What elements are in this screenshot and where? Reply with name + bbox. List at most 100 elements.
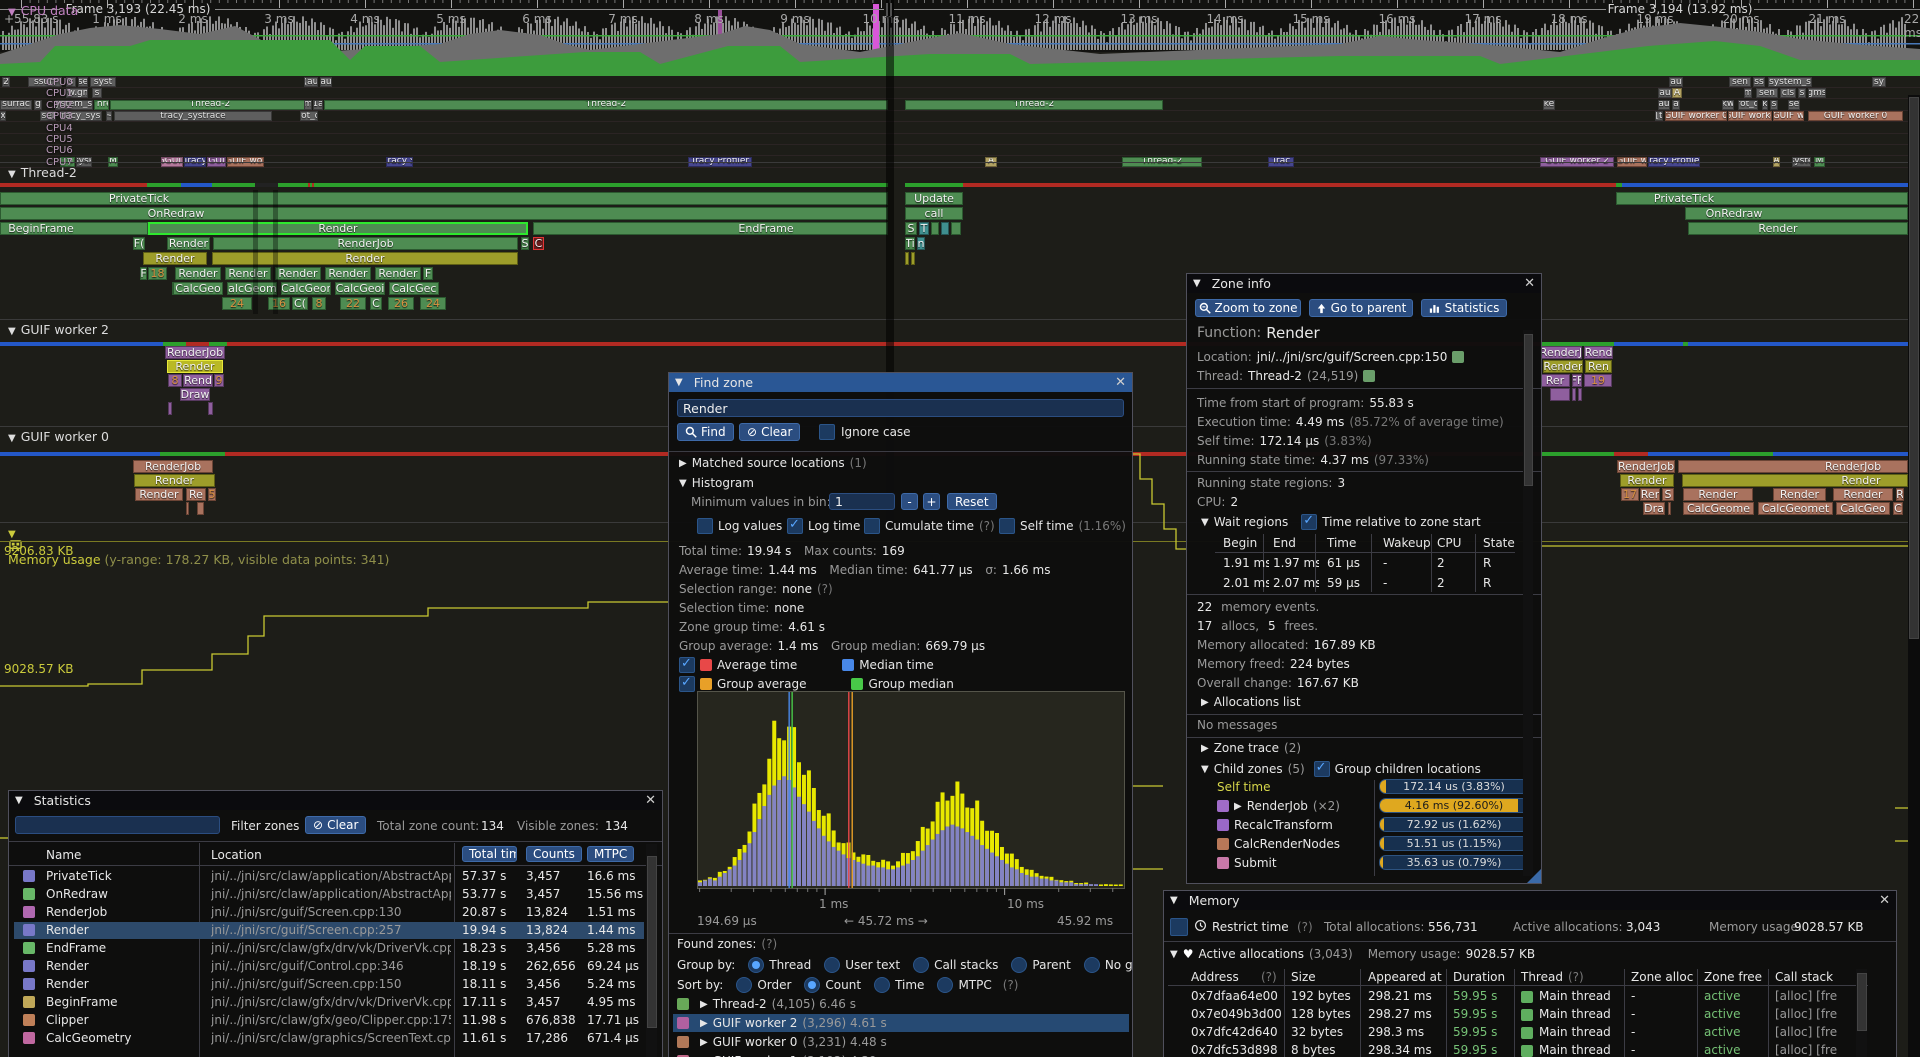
thread-section-header[interactable]: ▼ GUIF worker 2 [8,322,109,337]
log-time-checkbox[interactable] [787,517,803,534]
min-bin-plus-button[interactable]: + [923,493,940,510]
cpu-zone[interactable]: se [1788,99,1800,110]
timeline-zone[interactable]: 8 [168,374,182,387]
col-thread[interactable]: Thread [1521,970,1563,984]
col-zonefree[interactable]: Zone free [1704,970,1763,984]
min-bin-input[interactable]: 1 [829,493,895,510]
timeline-zone[interactable]: RenderJob [1617,460,1675,473]
frame-label-right[interactable]: Frame 3,194 (13.92 ms) [1607,2,1753,16]
cpu-zone[interactable]: se [78,77,88,87]
zone-info-scrollbar[interactable] [1524,334,1533,486]
timeline-zone[interactable]: 24 [222,297,252,310]
timeline-zone[interactable]: Ren [1585,360,1612,373]
memory-scrollbar[interactable] [1857,973,1867,1031]
col-total-time[interactable]: Total tim [462,846,517,862]
timeline-zone[interactable] [1572,388,1576,401]
child-zone-time-bar[interactable]: 4.16 ms (92.60%) [1379,798,1529,813]
cpu-data-section-header[interactable]: ▼ CPU data [8,3,79,18]
child-zone-row[interactable]: RecalcTransform [1217,818,1333,832]
allocations-list[interactable]: ▶ Allocations list [1201,695,1301,709]
cpu-zone[interactable]: GUIF worker 0 [1665,111,1727,122]
timeline-zone[interactable]: S [521,237,529,250]
cpu-zone[interactable]: syst [90,77,116,87]
timeline-zone[interactable]: Render [167,237,210,250]
no-grouping-radio[interactable] [1083,957,1100,973]
expand-icon[interactable]: ▶ [700,1056,708,1057]
cpu-zone[interactable]: m [1744,88,1752,99]
filter-input[interactable] [15,816,220,834]
cpu-zone[interactable]: M [108,156,118,167]
cpu-zone[interactable]: cls [1780,88,1796,99]
close-icon[interactable]: ✕ [1879,893,1890,908]
col-mtpc[interactable]: MTPC [587,846,635,862]
timeline-zone[interactable]: Re [186,488,206,501]
found-zone-group[interactable]: ▶ GUIF worker 2 (3,296) 4.61 s [673,1014,1129,1032]
expand-icon[interactable]: ▶ [700,998,708,1010]
timeline-zone[interactable] [1668,502,1671,515]
timeline-zone[interactable]: Render [1682,474,1908,487]
timeline-zone[interactable]: R [1896,488,1904,501]
allocation-row[interactable]: 0x7dfc53d898 8 bytes 298.34 ms 59.95 s Main … [1164,1043,1854,1057]
timeline-zone[interactable] [168,402,172,415]
cpu-zone[interactable]: s [66,77,76,87]
parent-radio[interactable] [1011,957,1028,973]
cpu-zone[interactable]: GUIF worker 2 [1540,156,1614,167]
zone-trace-header[interactable]: ▶ Zone trace (2) [1201,741,1302,755]
group-children-checkbox[interactable] [1313,760,1330,777]
cpu-zone[interactable]: GGUIF [161,156,183,167]
wait-regions-header[interactable]: ▼Wait regions Time relative to zone star… [1201,513,1481,530]
child-zones-header[interactable]: ▼Child zones(5) Group children locations [1201,760,1481,777]
time-relative-checkbox[interactable] [1301,513,1318,530]
timeline-zone[interactable]: RenderJob [213,237,518,250]
timeline-zone[interactable]: CalcGeo [1836,502,1890,515]
cpu-zone[interactable]: x [0,111,6,122]
timeline-zone[interactable]: F [140,267,147,280]
cpu-zone[interactable]: Thread-2 [1122,156,1202,167]
cpu-zone[interactable]: gms [1808,88,1826,99]
cpu-zone[interactable]: GUIF worker 0 [1808,111,1903,122]
cpu-zone[interactable]: sysk [76,156,92,167]
timeline-zone[interactable]: 8 [312,297,326,310]
cpu-zone[interactable]: rot_d [300,111,318,122]
timeline-zone[interactable]: Render [134,474,215,487]
child-zone-row[interactable]: ▶ RenderJob (×2) [1217,799,1340,813]
timeline-zone[interactable]: 24 [420,297,446,310]
timeline-zone[interactable]: 17 [1621,488,1639,501]
timeline-zone[interactable]: CalcGeor [281,282,331,295]
timeline-zone[interactable] [1578,388,1582,401]
cpu-zone[interactable]: Tracy [184,156,206,167]
collapse-icon[interactable]: ▼ [675,377,683,388]
timeline-area[interactable]: ▼ CPU data 2 ssurf s se syst (au au au sen ss system… [0,0,1920,951]
legend-checkbox[interactable] [679,675,695,692]
cpu-zone[interactable]: sen [1756,88,1778,99]
timeline-zone[interactable]: BeginFrame [0,222,148,235]
close-icon[interactable]: ✕ [1115,375,1126,390]
cpu-zone[interactable]: au [1658,88,1672,99]
col-counts[interactable]: Counts [526,846,582,862]
timeline-zone[interactable]: Ti [905,237,915,250]
go-to-parent-button[interactable]: Go to parent [1309,299,1413,317]
allocation-row[interactable]: 0x7e049b3d00 128 bytes 298.27 ms 59.95 s Mai… [1164,1007,1854,1024]
timeline-zone[interactable]: C [533,237,544,250]
timeline-zone[interactable] [905,252,909,265]
table-row[interactable]: Render jni/../jni/src/guif/Screen.cpp:257… [14,922,644,939]
col-name[interactable]: Name [46,848,82,862]
child-zone-time-bar[interactable]: 51.51 us (1.15%) [1379,836,1529,851]
timeline-zone[interactable]: Render [375,267,421,280]
timeline-zone[interactable]: Render [325,267,371,280]
col-location[interactable]: Location [211,848,262,862]
child-zone-time-bar[interactable]: 72.92 us (1.62%) [1379,817,1529,832]
close-icon[interactable]: ✕ [645,793,656,808]
timeline-zone[interactable]: S [905,222,917,235]
table-row[interactable]: CalcGeometry jni/../jni/src/claw/graphics… [14,1030,644,1047]
timeline-zone[interactable]: EndFrame [533,222,888,235]
cumulate-time-checkbox[interactable] [864,518,880,534]
cpu-zone[interactable]: au [1658,99,1670,110]
timeline-zone[interactable]: Dra [1643,502,1665,515]
table-row[interactable]: PrivateTick jni/../jni/src/claw/applicati… [14,868,644,885]
cpu-zone[interactable]: s [92,88,102,99]
find-zone-titlebar[interactable]: ▼ Find zone ✕ [669,373,1132,392]
cpu-zone[interactable]: Thread-2 [905,99,1163,110]
timeline-zone[interactable]: call [905,207,963,220]
timeline-zone[interactable]: 9 [214,374,224,387]
